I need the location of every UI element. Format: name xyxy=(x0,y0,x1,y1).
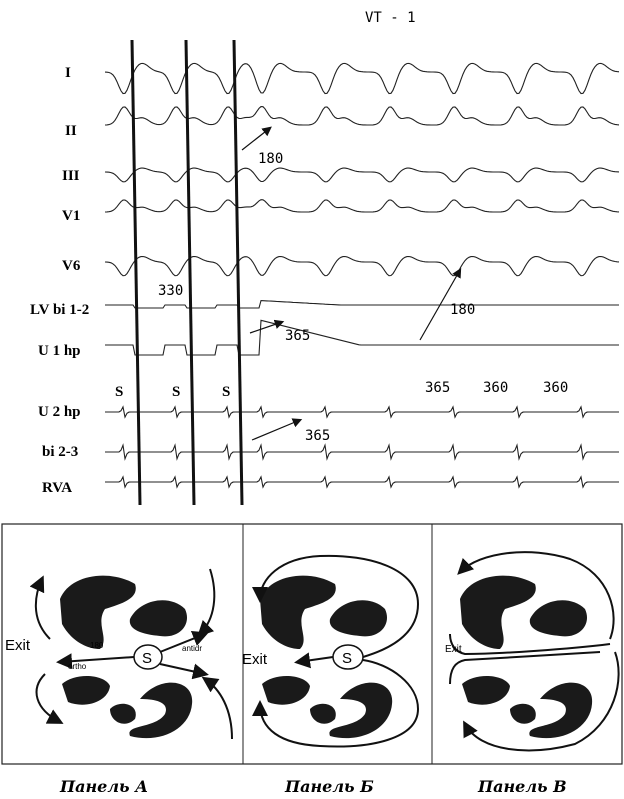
annotation: S xyxy=(222,384,230,400)
caption: Панель А xyxy=(59,777,148,796)
shape xyxy=(260,575,393,739)
shape xyxy=(252,659,420,748)
panel-label: 180 xyxy=(90,641,104,650)
title: VT - 1 xyxy=(365,10,416,26)
tracing xyxy=(105,475,619,489)
annotation: S xyxy=(115,384,123,400)
lead-label: II xyxy=(65,123,77,139)
shape xyxy=(252,554,420,658)
lead-label: I xyxy=(65,65,71,81)
shape xyxy=(249,319,285,334)
shape xyxy=(251,418,303,441)
caption: Панель Б xyxy=(284,777,374,796)
annotation: 180 xyxy=(258,151,283,167)
panel-label: Exit xyxy=(242,651,268,668)
tracing xyxy=(104,255,620,277)
shape xyxy=(449,651,601,685)
lead-labels: I II III V1 V6 LV bi 1-2 U 1 hp U 2 hp b… xyxy=(30,65,89,496)
annotation: 360 xyxy=(543,380,568,396)
panel-frame xyxy=(1,523,623,765)
panel-a: Exit 180 ortho S antidr xyxy=(5,568,233,740)
tracing xyxy=(105,405,619,419)
caption: Панель В xyxy=(477,777,567,796)
annotation: 330 xyxy=(158,283,183,299)
tracing xyxy=(104,167,620,183)
shape xyxy=(130,39,142,506)
lead-label: V1 xyxy=(62,208,80,224)
tracing xyxy=(104,62,620,95)
tracing xyxy=(105,300,619,309)
annotations: 180 330 180 365 365 360 360 365 S S S xyxy=(115,151,568,444)
tracing xyxy=(105,443,619,461)
shape xyxy=(201,676,233,740)
annotation: 365 xyxy=(285,328,310,344)
shape xyxy=(232,39,244,506)
panel-c: Exit xyxy=(445,551,620,752)
panel-label: antidr xyxy=(182,644,202,653)
tracing xyxy=(104,106,620,126)
shape xyxy=(419,267,462,341)
panel-label: Exit xyxy=(445,644,462,655)
shape xyxy=(457,551,615,640)
lead-label: III xyxy=(62,168,80,184)
panel-label: S xyxy=(142,650,152,667)
shape xyxy=(463,651,620,752)
tracing xyxy=(104,199,620,213)
tracings xyxy=(104,62,620,489)
shape xyxy=(449,633,611,656)
shape xyxy=(241,126,272,151)
arrows xyxy=(241,126,462,441)
shape xyxy=(197,568,216,637)
lead-label: bi 2-3 xyxy=(42,444,78,460)
shape xyxy=(184,39,196,506)
annotation: 365 xyxy=(425,380,450,396)
annotation: 360 xyxy=(483,380,508,396)
lead-label: LV bi 1-2 xyxy=(30,302,89,318)
annotation: S xyxy=(172,384,180,400)
lead-label: V6 xyxy=(62,258,81,274)
lead-label: RVA xyxy=(42,480,72,496)
tracing xyxy=(105,319,619,356)
panel-label: ortho xyxy=(68,662,87,671)
shape xyxy=(159,663,209,680)
shape xyxy=(56,653,135,670)
annotation: 365 xyxy=(305,428,330,444)
lead-label: U 2 hp xyxy=(38,404,81,420)
shape xyxy=(35,673,64,724)
annotation: 180 xyxy=(450,302,475,318)
shape xyxy=(29,575,51,640)
panel-label: S xyxy=(342,650,352,667)
pacing-lines xyxy=(130,39,244,506)
lead-label: U 1 hp xyxy=(38,343,81,359)
panel-label: Exit xyxy=(5,637,31,654)
shape xyxy=(159,631,209,653)
panel-b: Exit S xyxy=(242,554,420,748)
shape xyxy=(294,652,334,669)
